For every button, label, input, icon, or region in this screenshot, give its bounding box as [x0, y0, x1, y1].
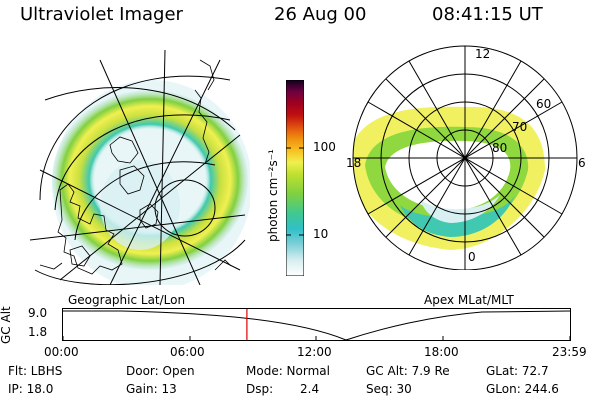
lat-line: [39, 75, 231, 201]
gcalt-info: GC Alt: 7.9 Re: [366, 364, 450, 378]
colorbar-tick-10: 10: [313, 227, 329, 241]
mlt-label-18: 18: [346, 156, 362, 170]
geographic-caption: Geographic Lat/Lon: [68, 293, 186, 307]
polar-image: [352, 45, 578, 270]
date-label: 26 Aug 00: [274, 4, 367, 25]
altitude-ylabel: GC Alt: [0, 306, 13, 344]
flt-info: Flt: LBHS: [8, 364, 63, 378]
ip-info: IP: 18.0: [8, 382, 54, 396]
colorbar-tick-100: 100: [313, 140, 336, 154]
altitude-curve: [63, 310, 571, 341]
door-info: Door: Open: [126, 364, 195, 378]
altitude-ymin: 1.8: [28, 325, 48, 339]
colorbar: [286, 80, 304, 276]
glon-info: GLon: 244.6: [486, 382, 559, 396]
lat-label-70: 70: [512, 120, 528, 134]
geographic-image: [29, 49, 250, 285]
lat-label-80: 80: [492, 141, 508, 155]
instrument-title: Ultraviolet Imager: [20, 4, 183, 25]
mode-info: Mode: Normal: [246, 364, 330, 378]
gain-info: Gain: 13: [126, 382, 177, 396]
altitude-ymax: 9.0: [28, 306, 48, 320]
altitude-plot-frame: [62, 308, 571, 341]
apex-caption: Apex MLat/MLT: [424, 293, 514, 307]
lat-label-60: 60: [536, 97, 552, 111]
time-label: 08:41:15 UT: [432, 4, 543, 25]
xtick-0000: 00:00: [44, 345, 79, 359]
coastlines: [39, 59, 232, 275]
dsp-value: 2.4: [300, 382, 320, 396]
seq-info: Seq: 30: [366, 382, 412, 396]
xtick-1200: 12:00: [297, 345, 332, 359]
altitude-plot: [62, 308, 571, 341]
mlt-label-6: 6: [578, 156, 586, 170]
xtick-1800: 18:00: [424, 345, 459, 359]
xtick-0600: 06:00: [170, 345, 205, 359]
xtick-2359: 23:59: [552, 345, 587, 359]
glat-info: GLat: 72.7: [486, 364, 549, 378]
colorbar-gradient: [286, 80, 304, 276]
mlt-label-0: 0: [468, 250, 476, 264]
mlt-label-12: 12: [475, 47, 491, 61]
dsp-label: Dsp:: [246, 382, 274, 396]
colorbar-label: photon cm⁻²s⁻¹: [266, 149, 280, 242]
